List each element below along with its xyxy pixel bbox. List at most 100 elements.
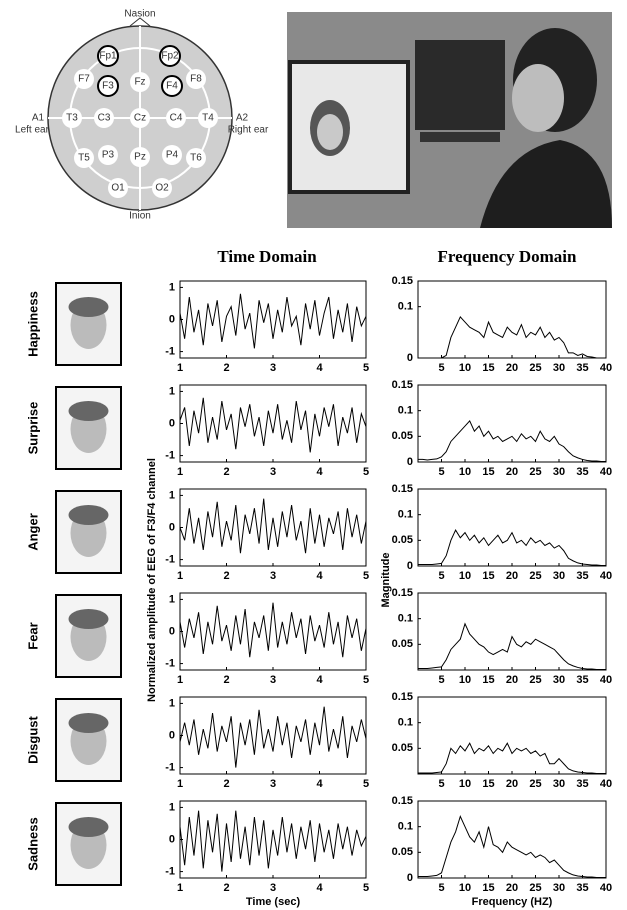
hair: [69, 713, 109, 733]
nasion: Nasion: [124, 9, 155, 20]
x-tick-label: 35: [576, 882, 588, 894]
x-tick-label: 35: [576, 674, 588, 686]
x-tick-label: 5: [363, 778, 369, 790]
x-tick-label: 5: [438, 466, 444, 478]
y-tick-label: 0: [169, 625, 175, 637]
x-tick-label: 40: [600, 778, 612, 790]
x-tick-label: 25: [529, 882, 541, 894]
x-tick-label: 20: [506, 778, 518, 790]
y-tick-label: 1: [169, 385, 175, 397]
plot-frame: [418, 593, 606, 670]
x-tick-label: 3: [270, 882, 276, 894]
electrode-label: F4: [166, 81, 178, 92]
hair: [69, 401, 109, 421]
y-tick-label: 1: [169, 593, 175, 605]
y-tick-label: 0.1: [398, 509, 413, 521]
electrode-label: P4: [166, 150, 179, 161]
x-tick-label: 10: [459, 466, 471, 478]
y-tick-label: 1: [169, 489, 175, 501]
electrode-label: T4: [202, 113, 214, 124]
hair: [69, 817, 109, 837]
plot-frame: [180, 697, 366, 774]
plot: 5101520253035400.050.10.15: [392, 691, 613, 790]
electrode-label: Pz: [134, 152, 146, 163]
x-tick-label: 1: [177, 674, 183, 686]
y-tick-label: -1: [165, 449, 175, 461]
x-tick-label: 5: [438, 882, 444, 894]
y-tick-label: 0.15: [392, 275, 413, 287]
emotion-label: Anger: [25, 513, 40, 551]
x-tick-label: 30: [553, 778, 565, 790]
keyboard: [420, 132, 500, 142]
x-tick-label: 10: [459, 362, 471, 374]
x-tick-label: 25: [529, 466, 541, 478]
x-tick-label: 35: [576, 570, 588, 582]
y-tick-label: 0.15: [392, 483, 413, 495]
y-tick-label: -1: [165, 657, 175, 669]
x-tick-label: 1: [177, 778, 183, 790]
electrode-label: O2: [155, 183, 169, 194]
x-tick-label: 10: [459, 778, 471, 790]
emotion-label: Disgust: [25, 715, 40, 763]
monitor: [415, 40, 505, 130]
ear-label: Left ear: [15, 125, 50, 136]
x-tick-label: 25: [529, 674, 541, 686]
x-tick-label: 40: [600, 882, 612, 894]
emotion-label: Sadness: [25, 817, 40, 870]
hair: [69, 609, 109, 629]
x-axis-label: Frequency (HZ): [472, 896, 553, 908]
x-tick-label: 3: [270, 570, 276, 582]
x-tick-label: 15: [482, 674, 494, 686]
x-tick-label: 15: [482, 466, 494, 478]
y-tick-label: -1: [165, 553, 175, 565]
x-tick-label: 5: [363, 362, 369, 374]
x-tick-label: 20: [506, 882, 518, 894]
x-tick-label: 20: [506, 466, 518, 478]
x-tick-label: 3: [270, 778, 276, 790]
electrode-label: F7: [78, 74, 90, 85]
x-tick-label: 30: [553, 882, 565, 894]
x-tick-label: 30: [553, 466, 565, 478]
y-tick-label: 0: [407, 872, 413, 884]
y-tick-label: 0: [169, 833, 175, 845]
electrode-label: O1: [111, 183, 125, 194]
x-tick-label: 2: [223, 466, 229, 478]
x-tick-label: 1: [177, 570, 183, 582]
x-tick-label: 15: [482, 882, 494, 894]
x-tick-label: 3: [270, 362, 276, 374]
y-tick-label: 1: [169, 801, 175, 813]
y-tick-label: 0: [169, 521, 175, 533]
x-tick-label: 30: [553, 570, 565, 582]
figure: Nasion Inion A1 Left ear A2 Right ear Ti…: [0, 0, 627, 910]
emotion-label: Surprise: [25, 402, 40, 455]
plot-frame: [418, 281, 606, 358]
plot-frame: [180, 281, 366, 358]
x-tick-label: 3: [270, 466, 276, 478]
x-axis-label: Time (sec): [246, 896, 301, 908]
x-tick-label: 2: [223, 778, 229, 790]
electrode-label: F3: [102, 81, 114, 92]
plot: 51015202530354000.050.10.15: [392, 483, 613, 582]
plot: 12345-101: [165, 489, 369, 582]
hair: [69, 505, 109, 525]
x-tick-label: 4: [316, 362, 323, 374]
y-tick-label: 0.15: [392, 691, 413, 703]
ear-code: A2: [236, 113, 249, 124]
y-tick-label: 0.1: [398, 301, 413, 313]
electrode-label: Cz: [134, 113, 146, 124]
person-face: [512, 64, 564, 132]
x-tick-label: 10: [459, 674, 471, 686]
x-tick-label: 10: [459, 570, 471, 582]
column-title: Frequency Domain: [438, 247, 578, 266]
x-tick-label: 35: [576, 362, 588, 374]
ear-label: Right ear: [228, 125, 269, 136]
x-tick-label: 5: [438, 570, 444, 582]
y-tick-label: -1: [165, 865, 175, 877]
electrode-label: Fp2: [161, 51, 179, 62]
x-tick-label: 5: [438, 778, 444, 790]
y-tick-label: 0.1: [398, 717, 413, 729]
x-tick-label: 30: [553, 362, 565, 374]
y-axis-label: Normalized amplitude of EEG of F3/F4 cha…: [146, 458, 158, 702]
x-tick-label: 1: [177, 362, 183, 374]
